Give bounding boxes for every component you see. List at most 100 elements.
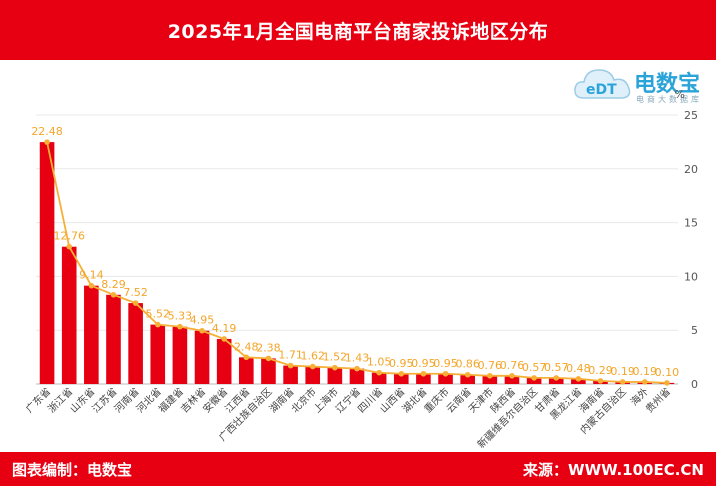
- trend-point: [221, 336, 227, 342]
- value-labels: 22.48 12.76 9.148.297.52 5.525.334.954.19 2.…: [31, 125, 679, 379]
- trend-point: [132, 300, 139, 306]
- value-label: 0.95: [389, 357, 414, 370]
- trend-line: [44, 139, 670, 386]
- bar: [172, 326, 188, 384]
- trend-point: [309, 363, 316, 370]
- value-label: 22.48: [31, 125, 63, 138]
- cloud-logo-icon: eDT: [574, 69, 631, 99]
- trend-point: [664, 380, 670, 386]
- chart-header: 2025年1月全国电商平台商家投诉地区分布: [0, 0, 716, 60]
- value-label: 0.95: [433, 357, 458, 370]
- value-label: 1.71: [278, 349, 303, 362]
- trend-point: [376, 369, 382, 376]
- y-tick-label: 5: [691, 324, 698, 337]
- value-label: 5.52: [146, 308, 171, 321]
- bar: [39, 142, 55, 384]
- bar: [239, 357, 254, 384]
- value-label: 0.76: [500, 359, 525, 372]
- axes: 0510152025%广东省浙江省山东省江苏省河南省河北省福建省吉林省安徽省江西…: [23, 88, 698, 451]
- bar: [61, 246, 77, 384]
- trend-point: [332, 364, 338, 371]
- bar: [416, 373, 431, 384]
- bar: [371, 372, 387, 384]
- bar: [460, 374, 475, 384]
- bars: [39, 142, 675, 384]
- trend-point: [88, 282, 95, 289]
- category-label: 贵州省: [643, 385, 673, 415]
- bar: [261, 358, 276, 384]
- trend-point: [442, 370, 449, 377]
- value-label: 0.57: [522, 361, 547, 374]
- value-label: 0.19: [633, 365, 658, 378]
- value-label: 1.43: [345, 352, 370, 365]
- value-label: 7.52: [123, 286, 148, 299]
- trend-point: [44, 139, 50, 145]
- brand-logo: eDT 电数宝 电商大数据库: [572, 64, 712, 106]
- trend-point: [243, 354, 250, 361]
- grid-lines: [36, 114, 678, 385]
- bar: [393, 373, 409, 384]
- value-label: 0.95: [411, 357, 436, 370]
- trend-point: [597, 378, 604, 384]
- logo-brand-text: 电数宝: [634, 72, 701, 97]
- footer-credit: 图表编制：电数宝: [12, 461, 133, 479]
- bar: [128, 303, 143, 384]
- chart-footer: 图表编制：电数宝 来源：WWW.100EC.CN: [0, 452, 716, 486]
- trend-point: [575, 376, 582, 382]
- value-label: 8.29: [101, 278, 126, 291]
- value-label: 12.76: [53, 230, 85, 243]
- bar: [438, 373, 453, 384]
- value-label: 0.86: [455, 358, 480, 371]
- trend-point: [553, 375, 560, 381]
- trend-point: [531, 375, 537, 381]
- value-label: 1.52: [323, 351, 348, 364]
- footer-source: 来源：WWW.100EC.CN: [523, 461, 704, 479]
- trend-point: [265, 355, 272, 362]
- value-label: 0.48: [566, 362, 591, 375]
- bar: [150, 324, 166, 384]
- bar: [305, 366, 321, 384]
- trend-point: [154, 321, 161, 328]
- value-label: 4.95: [190, 314, 215, 327]
- bar: [526, 377, 542, 384]
- value-label: 1.05: [367, 356, 392, 369]
- trend-point: [66, 243, 73, 250]
- bar-chart: 22.48 12.76 9.148.297.52 5.525.334.954.19 2.…: [23, 88, 698, 451]
- value-label: 0.57: [544, 361, 569, 374]
- bar: [84, 285, 99, 384]
- value-label: 2.48: [234, 340, 259, 353]
- trend-point: [398, 370, 405, 377]
- trend-point: [199, 327, 205, 334]
- value-label: 1.62: [300, 350, 325, 363]
- trend-point: [464, 371, 471, 378]
- trend-point: [177, 323, 183, 330]
- trend-point: [354, 365, 360, 372]
- value-label: 2.38: [256, 341, 281, 354]
- chart-title: 2025年1月全国电商平台商家投诉地区分布: [167, 20, 549, 43]
- trend-point: [420, 370, 427, 377]
- value-label: 0.76: [478, 359, 503, 372]
- trend-point: [110, 291, 117, 298]
- value-label: 5.33: [168, 310, 193, 323]
- trend-point: [509, 373, 515, 379]
- value-label: 0.29: [588, 364, 613, 377]
- value-label: 9.14: [79, 269, 104, 282]
- y-tick-label: 0: [691, 378, 698, 391]
- bar: [349, 368, 365, 384]
- bar: [548, 377, 564, 384]
- bar: [216, 338, 232, 384]
- logo-cloud-letters: eDT: [586, 82, 617, 98]
- trend-point: [619, 379, 626, 385]
- y-tick-label: 25: [684, 109, 698, 122]
- trend-point: [641, 379, 648, 385]
- value-label: 0.10: [655, 366, 680, 379]
- trend-point: [287, 362, 294, 369]
- logo-subtitle: 电商大数据库: [636, 95, 702, 104]
- y-tick-label: 20: [684, 163, 698, 176]
- bar: [504, 375, 520, 384]
- y-tick-label: 15: [684, 217, 698, 230]
- y-tick-label: 10: [684, 270, 698, 283]
- bar: [327, 367, 343, 384]
- y-unit-label: %: [675, 88, 685, 101]
- trend-point: [487, 373, 493, 379]
